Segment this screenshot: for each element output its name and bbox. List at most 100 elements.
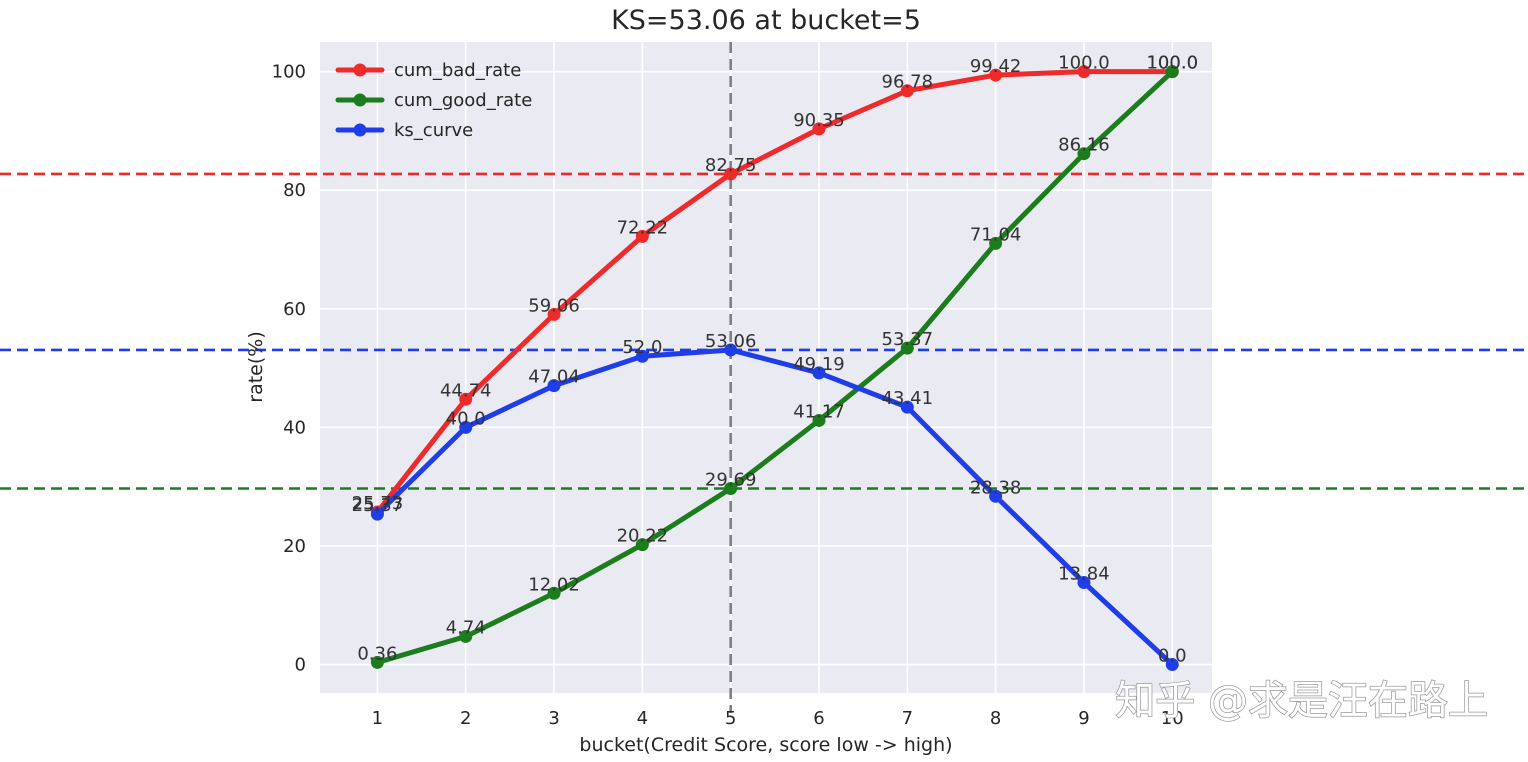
data-point (1165, 65, 1179, 79)
legend-item: cum_good_rate (335, 90, 532, 111)
data-label: 53.06 (705, 331, 757, 352)
data-point (724, 343, 738, 357)
legend: cum_bad_rate cum_good_rate ks_curve (335, 60, 532, 141)
data-point (635, 349, 649, 363)
series-line (374, 347, 1175, 668)
y-tick-label: 40 (283, 417, 306, 438)
legend-marker (353, 123, 367, 137)
legend-label: ks_curve (394, 120, 473, 141)
x-tick-label: 10 (1161, 708, 1184, 729)
series-line (374, 69, 1175, 515)
data-point (724, 167, 738, 181)
data-label: 44.74 (440, 380, 492, 401)
data-label: 86.16 (1058, 135, 1110, 156)
data-label: 90.35 (793, 110, 845, 131)
x-tick-label: 4 (637, 708, 648, 729)
data-label: 52.0 (622, 337, 662, 358)
data-label: 41.17 (793, 401, 845, 422)
x-tick-label: 8 (990, 708, 1001, 729)
data-label: 4.74 (446, 617, 486, 638)
y-axis-label: rate(%) (245, 331, 267, 402)
x-tick-label: 3 (548, 708, 559, 729)
series-ks_curve (370, 343, 1179, 672)
data-label: 25.73 (352, 493, 404, 514)
y-tick-labels: 0 20 40 60 80 100 (272, 62, 306, 676)
chart-title: KS=53.06 at bucket=5 (611, 5, 921, 36)
legend-item: ks_curve (335, 120, 473, 141)
data-point (989, 68, 1003, 82)
legend-label: cum_good_rate (394, 90, 532, 111)
x-tick-label: 6 (813, 708, 824, 729)
data-label: 96.78 (882, 72, 934, 93)
data-point (900, 341, 914, 355)
legend-marker (353, 93, 367, 107)
data-label: 0.0 (1158, 646, 1187, 667)
data-point (1077, 147, 1091, 161)
data-point (547, 586, 561, 600)
y-tick-label: 20 (283, 536, 306, 557)
data-label: 0.36 (357, 643, 397, 664)
data-point (370, 655, 384, 669)
data-point (900, 400, 914, 414)
data-label: 43.41 (882, 388, 934, 409)
y-tick-label: 80 (283, 180, 306, 201)
x-tick-label: 2 (460, 708, 471, 729)
data-label: 100.0 (1146, 53, 1198, 74)
data-point (459, 420, 473, 434)
x-tick-label: 9 (1078, 708, 1089, 729)
data-point (635, 538, 649, 552)
legend-item: cum_bad_rate (335, 60, 521, 81)
x-tick-labels: 1 2 3 4 5 6 7 8 9 10 (372, 708, 1184, 729)
data-label: 20.22 (617, 526, 669, 547)
data-point (900, 84, 914, 98)
data-point (547, 307, 561, 321)
data-label: 13.84 (1058, 563, 1110, 584)
data-label: 99.42 (970, 56, 1022, 77)
x-tick-label: 7 (902, 708, 913, 729)
watermark: 知乎 @求是汪在路上 (1115, 678, 1488, 724)
data-label: 25.37 (352, 495, 404, 516)
data-label: 72.22 (617, 217, 669, 238)
data-label: 59.06 (528, 295, 580, 316)
legend-label: cum_bad_rate (394, 60, 521, 81)
legend-marker (353, 63, 367, 77)
data-label: 28.38 (970, 477, 1022, 498)
data-point (370, 507, 384, 521)
y-tick-label: 100 (272, 62, 306, 83)
data-point (1077, 65, 1091, 79)
data-point (724, 482, 738, 496)
data-label: 47.04 (528, 367, 580, 388)
data-label: 49.19 (793, 354, 845, 375)
x-tick-label: 1 (372, 708, 383, 729)
data-point (989, 236, 1003, 250)
x-axis-label: bucket(Credit Score, score low -> high) (579, 734, 952, 756)
data-label: 40.0 (446, 408, 486, 429)
data-label: 12.02 (528, 574, 580, 595)
data-point (812, 413, 826, 427)
series-line (374, 69, 1175, 665)
data-label: 29.69 (705, 470, 757, 491)
y-tick-label: 60 (283, 299, 306, 320)
data-point (812, 366, 826, 380)
data-label: 100.0 (1146, 53, 1198, 74)
data-point (459, 629, 473, 643)
data-point (812, 122, 826, 136)
data-label: 71.04 (970, 224, 1022, 245)
data-label: 82.75 (705, 155, 757, 176)
data-point (989, 489, 1003, 503)
series-group (370, 65, 1179, 672)
y-tick-label: 0 (295, 655, 306, 676)
plot-background (320, 42, 1212, 693)
series-cum_good_rate (370, 65, 1179, 669)
data-point (635, 229, 649, 243)
data-labels: 25.73 44.74 59.06 72.22 82.75 90.35 96.78 99.42… (352, 53, 1198, 667)
data-point (547, 379, 561, 393)
data-label: 100.0 (1058, 53, 1110, 74)
data-point (1165, 658, 1179, 672)
data-label: 53.37 (882, 329, 934, 350)
data-point (1077, 575, 1091, 589)
x-tick-label: 5 (725, 708, 736, 729)
data-point (459, 392, 473, 406)
reference-lines (0, 42, 1528, 713)
